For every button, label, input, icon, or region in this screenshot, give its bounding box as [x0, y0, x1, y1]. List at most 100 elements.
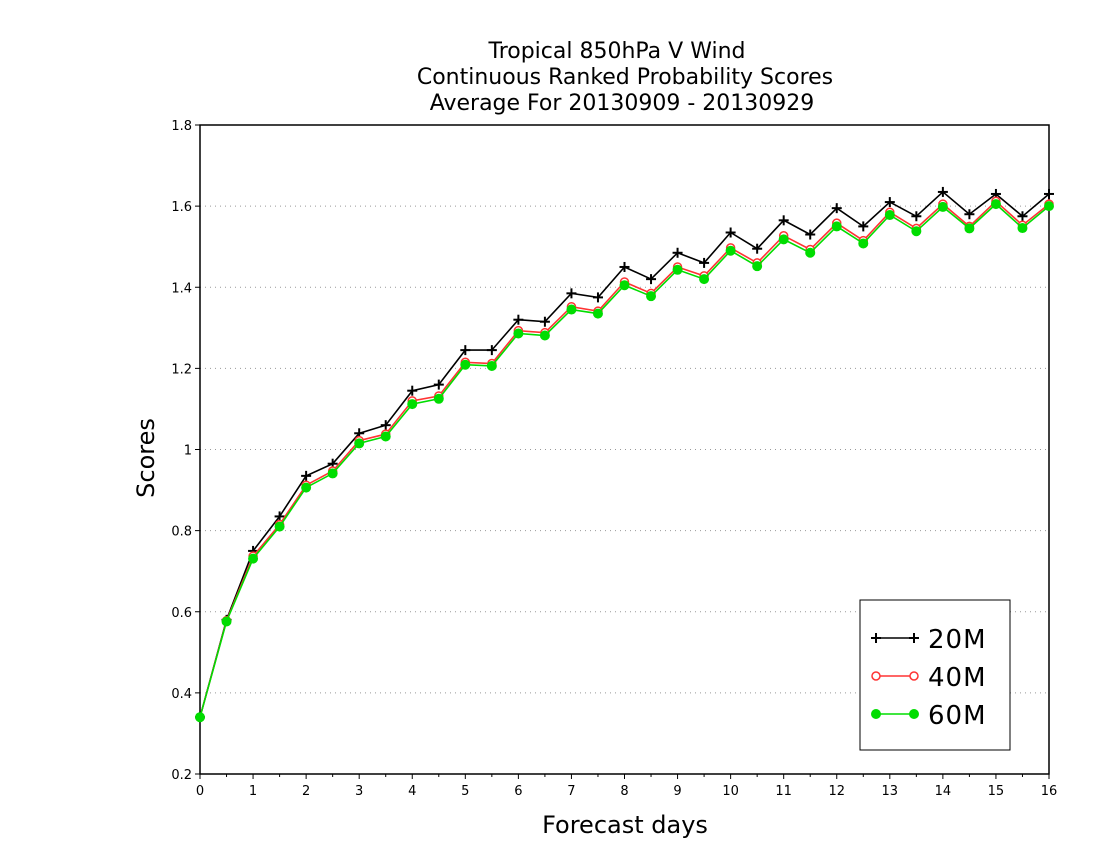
- data-point-20M: [486, 345, 497, 356]
- data-point-60M: [1044, 201, 1054, 212]
- x-tick-label: 4: [408, 784, 416, 799]
- legend-marker: [871, 633, 881, 643]
- x-tick-label: 11: [775, 784, 792, 799]
- x-tick-label: 7: [567, 784, 575, 799]
- data-point-20M: [592, 292, 603, 303]
- x-tick-label: 8: [620, 784, 628, 799]
- x-tick-label: 3: [355, 784, 363, 799]
- data-point-20M: [752, 243, 763, 254]
- axis-ticks: 0.20.40.60.811.21.41.61.80 1 2 3 4 5 6 7 8 9 10 11 1…: [171, 119, 1057, 799]
- x-tick-label: 12: [828, 784, 845, 799]
- data-point-60M: [592, 308, 603, 319]
- y-axis-label: Scores: [132, 418, 160, 498]
- data-point-20M: [1017, 211, 1028, 222]
- legend-item-40M: 40M: [871, 663, 987, 693]
- data-point-60M: [778, 234, 789, 245]
- y-tick-label: 0.8: [171, 525, 192, 540]
- x-tick-label: 10: [722, 784, 739, 799]
- x-tick-label: 16: [1041, 784, 1058, 799]
- data-point-60M: [433, 393, 444, 404]
- legend-marker: [909, 633, 919, 643]
- data-point-60M: [274, 521, 285, 532]
- legend-box: [859, 599, 1011, 751]
- data-point-60M: [752, 261, 763, 272]
- y-tick-label: 0.4: [171, 687, 192, 702]
- data-point-60M: [990, 199, 1001, 210]
- legend-marker: [909, 709, 919, 719]
- x-axis-label: Forecast days: [542, 811, 708, 839]
- data-point-20M: [513, 314, 524, 325]
- y-tick-label: 1.4: [171, 281, 192, 296]
- legend-label: 60M: [928, 701, 987, 731]
- legend-marker: [871, 671, 881, 681]
- legend-label: 20M: [928, 625, 987, 655]
- x-tick-label: 5: [461, 784, 469, 799]
- data-point-60M: [964, 223, 975, 234]
- data-point-20M: [884, 197, 895, 208]
- y-tick-label: 0.2: [171, 768, 192, 783]
- title-line-3: Average For 20130909 - 20130929: [430, 91, 815, 116]
- data-point-20M: [778, 215, 789, 226]
- data-point-20M: [619, 261, 630, 272]
- data-point-20M: [274, 511, 285, 522]
- data-point-20M: [301, 470, 312, 481]
- data-point-20M: [725, 227, 736, 238]
- legend-marker: [909, 671, 919, 681]
- data-point-20M: [699, 257, 710, 268]
- data-point-60M: [805, 247, 816, 258]
- data-point-20M: [646, 274, 657, 285]
- data-point-20M: [831, 203, 842, 214]
- data-point-20M: [407, 385, 418, 396]
- data-point-60M: [327, 468, 338, 479]
- x-tick-label: 0: [196, 784, 204, 799]
- x-tick-label: 6: [514, 784, 522, 799]
- legend-marker: [871, 709, 881, 719]
- title-line-2: Continuous Ranked Probability Scores: [417, 65, 833, 90]
- data-point-20M: [911, 211, 922, 222]
- data-point-60M: [937, 201, 948, 212]
- data-point-60M: [460, 359, 471, 370]
- y-tick-label: 1.8: [171, 119, 192, 134]
- data-point-20M: [460, 345, 471, 356]
- data-point-60M: [619, 280, 630, 291]
- data-point-60M: [699, 274, 710, 285]
- data-point-60M: [221, 616, 232, 627]
- series-layer: [195, 186, 1054, 723]
- data-point-60M: [884, 210, 895, 221]
- chart-title: Tropical 850hPa V Wind Continuous Ranked…: [417, 39, 833, 116]
- x-tick-label: 9: [673, 784, 681, 799]
- data-point-20M: [539, 316, 550, 327]
- data-point-20M: [858, 221, 869, 232]
- y-tick-label: 1: [184, 444, 192, 459]
- data-point-20M: [1044, 188, 1054, 199]
- data-point-60M: [831, 221, 842, 232]
- legend-label: 40M: [928, 663, 987, 693]
- data-point-60M: [513, 328, 524, 339]
- data-point-20M: [805, 229, 816, 240]
- data-point-60M: [646, 291, 657, 302]
- x-tick-label: 2: [302, 784, 310, 799]
- series-60M: [195, 199, 1054, 723]
- legend-item-20M: 20M: [871, 625, 987, 655]
- y-tick-label: 1.2: [171, 362, 192, 377]
- data-point-20M: [937, 186, 948, 197]
- data-point-20M: [566, 288, 577, 299]
- data-point-20M: [380, 420, 391, 431]
- title-line-1: Tropical 850hPa V Wind: [487, 39, 745, 64]
- legend-item-60M: 60M: [871, 701, 987, 731]
- data-point-60M: [354, 438, 365, 449]
- data-point-60M: [380, 431, 391, 442]
- data-point-60M: [672, 264, 683, 275]
- data-point-60M: [486, 360, 497, 371]
- data-point-60M: [566, 304, 577, 315]
- data-point-60M: [858, 238, 869, 249]
- data-point-60M: [1017, 223, 1028, 234]
- data-point-20M: [672, 247, 683, 258]
- x-tick-label: 15: [988, 784, 1005, 799]
- data-point-60M: [301, 482, 312, 493]
- data-point-60M: [539, 330, 550, 341]
- data-point-60M: [248, 553, 259, 564]
- x-tick-label: 1: [249, 784, 257, 799]
